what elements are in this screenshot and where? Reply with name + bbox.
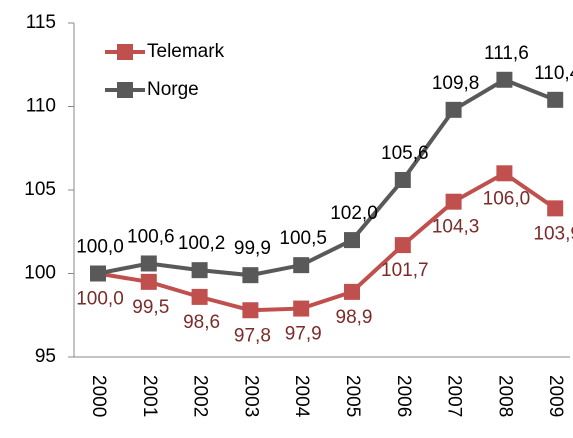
data-label: 104,3: [432, 217, 480, 238]
data-label: 100,0: [76, 289, 124, 310]
x-tick-label: 2006: [393, 375, 414, 417]
point: [344, 283, 360, 300]
x-tick-label: 2008: [494, 375, 515, 417]
point: [191, 262, 208, 279]
y-tick-label: 105: [24, 179, 56, 200]
data-label: 100,5: [279, 228, 327, 249]
x-tick-label: 2003: [240, 375, 261, 417]
data-label: 102,0: [330, 203, 378, 224]
data-label: 100,2: [178, 233, 226, 254]
series-line: [97, 170, 557, 313]
legend-marker: [117, 44, 133, 60]
data-label: 111,6: [484, 43, 529, 64]
x-tick-label: 2004: [291, 375, 312, 418]
point: [191, 288, 208, 305]
legend-label: Telemark: [147, 41, 225, 62]
x-tick-label: 2009: [545, 375, 566, 417]
point: [140, 273, 157, 290]
legend-label: Norge: [147, 79, 199, 100]
point: [445, 193, 462, 210]
x-tick-label: 2005: [342, 375, 363, 417]
point: [293, 257, 310, 274]
y-tick-label: 95: [35, 346, 56, 367]
point: [394, 237, 411, 254]
y-tick-label: 100: [24, 263, 56, 284]
data-label: 99,9: [234, 238, 271, 259]
point: [394, 171, 411, 188]
data-label: 103,9: [533, 223, 573, 244]
x-tick-label: 2007: [444, 375, 465, 417]
data-label: 97,8: [234, 325, 271, 346]
x-tick-label: 2000: [88, 375, 109, 417]
data-label: 110,4: [534, 63, 573, 84]
data-label: 101,7: [381, 260, 429, 281]
data-label: 98,9: [336, 307, 373, 328]
point: [344, 232, 360, 249]
point: [496, 165, 513, 182]
data-label: 98,6: [183, 312, 220, 333]
data-label: 100,6: [127, 226, 175, 247]
x-tick-label: 2001: [139, 375, 160, 417]
data-label: 97,9: [285, 324, 322, 345]
point: [445, 101, 462, 118]
data-label: 105,6: [381, 143, 429, 164]
y-tick-label: 115: [26, 12, 56, 33]
series-line: [97, 77, 556, 278]
x-tick-label: 2002: [190, 375, 211, 417]
point: [242, 267, 259, 284]
point: [293, 300, 310, 317]
point: [547, 200, 564, 217]
point: [140, 255, 157, 272]
data-label: 106,0: [483, 188, 531, 209]
point: [496, 71, 513, 88]
data-label: 109,8: [432, 73, 480, 94]
data-label: 100,0: [76, 237, 124, 258]
y-tick-label: 110: [26, 96, 56, 117]
point: [547, 91, 564, 108]
legend-marker: [117, 82, 133, 98]
data-label: 99,5: [132, 297, 169, 318]
point: [90, 265, 106, 282]
point: [242, 302, 259, 319]
